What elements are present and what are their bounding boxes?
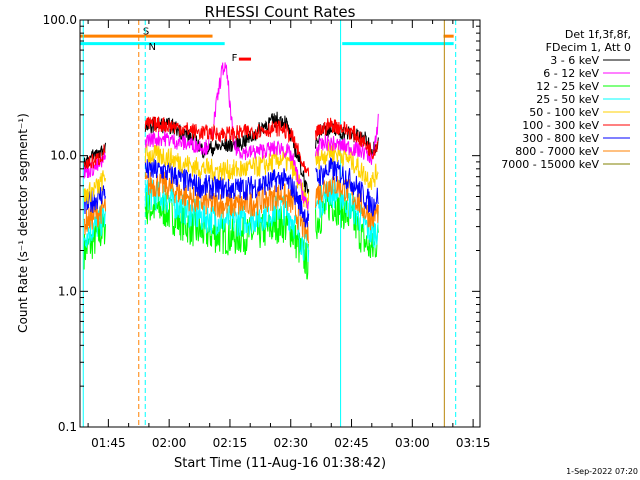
series-line	[315, 113, 379, 165]
legend-header: Det 1f,3f,8f,	[565, 28, 631, 41]
x-axis-label: Start Time (11-Aug-16 01:38:42)	[174, 456, 386, 471]
legend-label: 3 - 6 keV	[550, 54, 599, 67]
x-tick-label: 02:45	[334, 436, 369, 450]
series-line	[83, 144, 106, 169]
y-tick-label: 100.0	[43, 13, 77, 27]
series-line	[315, 157, 379, 218]
annotation-label: N	[148, 42, 155, 53]
legend-header: FDecim 1, Att 0	[546, 41, 631, 54]
series-line	[83, 152, 106, 179]
legend-label: 25 - 50 keV	[536, 93, 599, 106]
timestamp: 1-Sep-2022 07:20	[566, 467, 638, 476]
series-line	[144, 170, 310, 244]
series-line	[315, 117, 379, 160]
legend-label: 7000 - 15000 keV	[501, 158, 599, 171]
x-tick-label: 02:15	[213, 436, 248, 450]
x-tick-label: 02:00	[152, 436, 187, 450]
y-axis-label: Count Rate (s⁻¹ detector segment⁻¹)	[16, 113, 30, 333]
series-line	[144, 62, 310, 210]
legend-label: 6 - 12 keV	[543, 67, 599, 80]
y-axis: 0.1 1.0 10.0 100.0	[43, 13, 480, 434]
x-tick-label: 03:00	[395, 436, 430, 450]
series-lines	[83, 62, 379, 280]
x-tick-label: 01:45	[91, 436, 126, 450]
series-line	[144, 143, 310, 211]
legend-label: 800 - 7000 keV	[515, 145, 599, 158]
series-line	[83, 205, 106, 248]
legend-label: 300 - 800 keV	[522, 132, 599, 145]
series-line	[83, 170, 106, 205]
annotation-label: S	[143, 27, 149, 38]
y-tick-label: 10.0	[50, 149, 77, 163]
flag-bars: SN F	[80, 27, 454, 64]
annotation-label: F	[232, 53, 238, 64]
legend-label: 12 - 25 keV	[536, 80, 599, 93]
legend-label: 50 - 100 keV	[529, 106, 599, 119]
series-line	[315, 141, 379, 190]
series-line	[144, 116, 310, 177]
x-tick-label: 02:30	[273, 436, 308, 450]
series-line	[144, 191, 309, 280]
series-line	[144, 158, 310, 228]
event-markers	[82, 20, 457, 427]
x-axis: 01:45 02:00 02:15 02:30 02:45 03:00 03:15	[87, 20, 491, 450]
y-tick-label: 0.1	[58, 420, 77, 434]
legend-label: 100 - 300 keV	[522, 119, 599, 132]
chart-title: RHESSI Count Rates	[205, 3, 356, 21]
y-tick-label: 1.0	[58, 284, 77, 298]
plot-frame	[79, 19, 481, 428]
x-tick-label: 03:15	[456, 436, 491, 450]
